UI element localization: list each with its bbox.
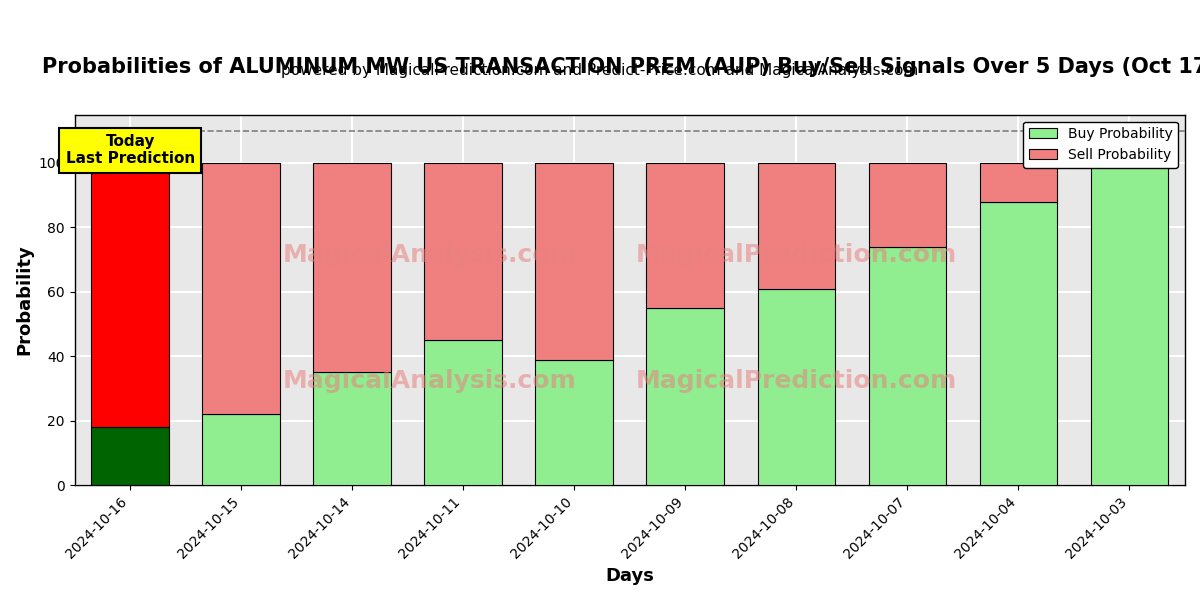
Bar <box>869 163 947 247</box>
Bar <box>757 289 835 485</box>
Y-axis label: Probability: Probability <box>16 245 34 355</box>
Bar <box>91 427 169 485</box>
Text: MagicalPrediction.com: MagicalPrediction.com <box>636 244 958 268</box>
Bar <box>535 359 613 485</box>
Bar <box>91 163 169 427</box>
Bar <box>647 308 725 485</box>
Bar <box>425 340 502 485</box>
Text: powered by MagicalPrediction.com and Predict-Price.com and MagicalAnalysis.com: powered by MagicalPrediction.com and Pre… <box>281 63 919 78</box>
Text: MagicalAnalysis.com: MagicalAnalysis.com <box>283 370 577 394</box>
Bar <box>203 414 280 485</box>
Title: Probabilities of ALUMINUM MW US TRANSACTION PREM (AUP) Buy/Sell Signals Over 5 D: Probabilities of ALUMINUM MW US TRANSACT… <box>42 57 1200 77</box>
Bar <box>313 163 391 373</box>
Bar <box>979 202 1057 485</box>
X-axis label: Days: Days <box>605 567 654 585</box>
Bar <box>535 163 613 359</box>
Text: Today
Last Prediction: Today Last Prediction <box>66 134 194 166</box>
Bar <box>757 163 835 289</box>
Legend: Buy Probability, Sell Probability: Buy Probability, Sell Probability <box>1024 122 1178 167</box>
Bar <box>869 247 947 485</box>
Bar <box>647 163 725 308</box>
Text: MagicalAnalysis.com: MagicalAnalysis.com <box>283 244 577 268</box>
Bar <box>313 373 391 485</box>
Bar <box>1091 163 1169 485</box>
Bar <box>979 163 1057 202</box>
Bar <box>203 163 280 414</box>
Bar <box>425 163 502 340</box>
Text: MagicalPrediction.com: MagicalPrediction.com <box>636 370 958 394</box>
